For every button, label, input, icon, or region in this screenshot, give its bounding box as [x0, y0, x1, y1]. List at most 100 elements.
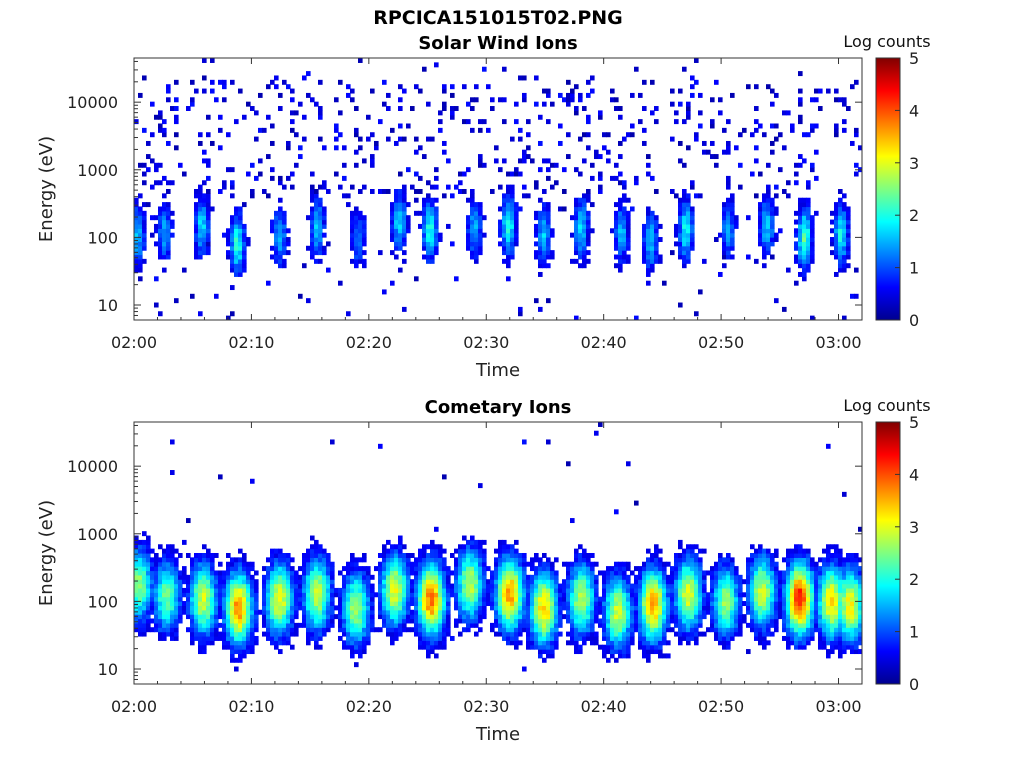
heatmap-cell	[234, 574, 239, 580]
heatmap-cell	[438, 232, 443, 238]
heatmap-cell	[302, 587, 307, 593]
heatmap-cell	[518, 609, 523, 615]
heatmap-cell	[686, 206, 691, 212]
heatmap-cell	[798, 71, 803, 77]
heatmap-cell	[718, 631, 723, 637]
heatmap-cell	[598, 622, 603, 628]
heatmap-cell	[458, 566, 463, 572]
heatmap-cell	[518, 311, 523, 317]
heatmap-cell	[754, 579, 759, 585]
heatmap-cell	[722, 254, 727, 260]
heatmap-cell	[318, 618, 323, 624]
heatmap-cell	[170, 635, 175, 641]
heatmap-cell	[490, 592, 495, 598]
heatmap-cell	[210, 596, 215, 602]
heatmap-cell	[274, 84, 279, 90]
heatmap-cell	[398, 574, 403, 580]
heatmap-cell	[442, 605, 447, 611]
heatmap-cell	[502, 119, 507, 125]
heatmap-cell	[134, 583, 139, 589]
heatmap-cell	[722, 640, 727, 646]
heatmap-cell	[138, 601, 143, 606]
heatmap-cell	[178, 618, 183, 624]
heatmap-cell	[386, 92, 391, 98]
heatmap-cell	[770, 605, 775, 611]
heatmap-cell	[538, 579, 543, 585]
heatmap-cell	[390, 553, 395, 558]
heatmap-cell	[262, 127, 267, 133]
heatmap-cell	[170, 631, 175, 637]
heatmap-cell	[418, 561, 423, 567]
heatmap-cell	[538, 306, 543, 312]
heatmap-cell	[806, 232, 811, 238]
heatmap-cell	[510, 189, 515, 194]
heatmap-cell	[606, 587, 611, 593]
heatmap-cell	[194, 605, 199, 611]
heatmap-cell	[270, 596, 275, 602]
heatmap-cell	[530, 640, 535, 646]
heatmap-cell	[138, 592, 143, 598]
heatmap-cell	[170, 219, 175, 225]
heatmap-cell	[590, 579, 595, 585]
heatmap-cell	[454, 579, 459, 585]
heatmap-cell	[370, 587, 375, 593]
heatmap-cell	[142, 570, 147, 576]
heatmap-cell	[750, 570, 755, 576]
heatmap-cell	[190, 579, 195, 585]
heatmap-cell	[598, 618, 603, 624]
heatmap-cell	[650, 210, 655, 216]
heatmap-cell	[686, 561, 691, 567]
heatmap-cell	[202, 640, 207, 646]
heatmap-cell	[506, 587, 511, 593]
heatmap-cell	[286, 631, 291, 637]
heatmap-cell	[614, 596, 619, 602]
heatmap-cell	[362, 644, 367, 650]
heatmap-cell	[226, 241, 231, 247]
heatmap-cell	[162, 557, 167, 563]
heatmap-cell	[470, 544, 475, 550]
heatmap-cell	[234, 241, 239, 247]
heatmap-cell	[354, 219, 359, 225]
heatmap-cell	[202, 158, 207, 164]
heatmap-cell	[746, 605, 751, 611]
heatmap-cell	[386, 570, 391, 576]
heatmap-cell	[626, 254, 631, 260]
heatmap-cell	[386, 557, 391, 563]
heatmap-cell	[678, 609, 683, 615]
heatmap-cell	[734, 609, 739, 615]
heatmap-cell	[838, 258, 843, 264]
heatmap-cell	[794, 280, 799, 286]
heatmap-cell	[402, 210, 407, 216]
heatmap-cell	[394, 553, 399, 558]
heatmap-cell	[206, 635, 211, 641]
heatmap-cell	[342, 605, 347, 611]
heatmap-cell	[502, 605, 507, 611]
heatmap-cell	[134, 254, 139, 260]
heatmap-cell	[278, 175, 283, 181]
heatmap-cell	[538, 140, 543, 146]
heatmap-cell	[606, 609, 611, 615]
heatmap-cell	[618, 592, 623, 598]
heatmap-cell	[226, 237, 231, 242]
heatmap-cell	[170, 106, 175, 111]
heatmap-cell	[322, 570, 327, 576]
heatmap-cell	[414, 171, 419, 177]
heatmap-cell	[686, 114, 691, 120]
heatmap-cell	[474, 232, 479, 238]
heatmap-cell	[402, 189, 407, 194]
heatmap-cell	[802, 245, 807, 251]
heatmap-cell	[802, 228, 807, 234]
heatmap-cell	[258, 158, 263, 164]
heatmap-cell	[438, 574, 443, 580]
heatmap-cell	[230, 618, 235, 624]
heatmap-cell	[218, 574, 223, 580]
heatmap-cell	[838, 97, 843, 103]
heatmap-cell	[158, 219, 163, 225]
heatmap-cell	[618, 228, 623, 234]
heatmap-cell	[422, 228, 427, 234]
heatmap-cell	[506, 596, 511, 602]
heatmap-cell	[566, 640, 571, 646]
heatmap-cell	[614, 635, 619, 641]
heatmap-cell	[454, 592, 459, 598]
